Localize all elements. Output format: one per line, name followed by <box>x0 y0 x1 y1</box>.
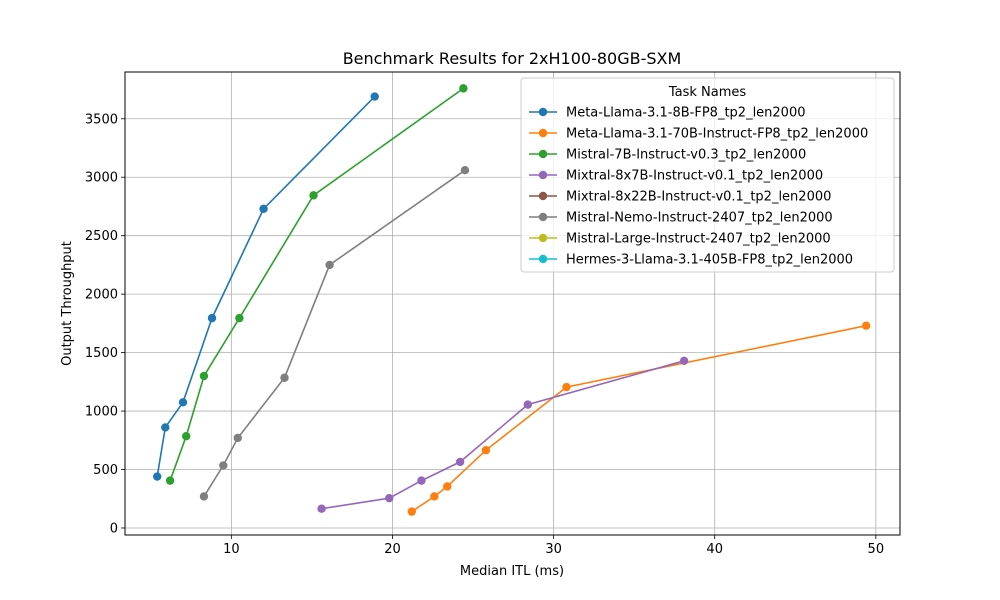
series-5 <box>199 166 470 501</box>
legend-marker-swatch <box>538 149 548 159</box>
data-point <box>259 204 268 213</box>
series-lines <box>153 84 871 516</box>
x-axis-label: Median ITL (ms) <box>460 564 564 579</box>
y-axis-label: Output Throughput <box>60 241 75 366</box>
data-point <box>317 504 326 513</box>
data-point <box>165 476 175 485</box>
legend-label: Hermes-3-Llama-3.1-405B-FP8_tp2_len2000 <box>566 253 853 268</box>
y-tick-label: 2500 <box>85 229 118 244</box>
y-tick-label: 2000 <box>85 288 118 303</box>
series-1 <box>407 321 871 516</box>
data-point <box>233 433 242 443</box>
legend-marker-swatch <box>538 254 548 264</box>
x-tick-label: 30 <box>545 542 562 557</box>
series-3 <box>317 356 689 513</box>
legend-marker-swatch <box>538 212 548 222</box>
data-point <box>280 373 289 382</box>
legend-entry: Hermes-3-Llama-3.1-405B-FP8_tp2_len2000 <box>529 253 853 268</box>
data-point <box>235 313 244 323</box>
series-line <box>169 87 464 481</box>
y-tick-label: 3000 <box>85 171 118 186</box>
legend-label: Mistral-Nemo-Instruct-2407_tp2_len2000 <box>566 211 833 226</box>
y-tick-label: 500 <box>93 463 118 478</box>
y-tick-label: 0 <box>110 521 118 536</box>
series-2 <box>165 84 468 485</box>
x-tick-label: 40 <box>706 542 723 557</box>
legend-label: Meta-Llama-3.1-8B-FP8_tp2_len2000 <box>566 106 806 121</box>
legend-entry: Meta-Llama-3.1-8B-FP8_tp2_len2000 <box>529 106 806 121</box>
data-point <box>407 507 416 516</box>
data-point <box>430 492 439 501</box>
legend-entry: Mixtral-8x7B-Instruct-v0.1_tp2_len2000 <box>529 169 823 184</box>
data-point <box>309 191 318 200</box>
data-point <box>199 371 209 381</box>
legend-label: Mixtral-8x7B-Instruct-v0.1_tp2_len2000 <box>566 169 823 184</box>
series-line <box>321 360 685 510</box>
legend-box <box>520 77 895 273</box>
data-point <box>523 400 533 409</box>
y-tick-label: 3500 <box>85 112 118 127</box>
data-point <box>481 446 491 455</box>
data-point <box>679 356 689 365</box>
legend-label: Meta-Llama-3.1-70B-Instruct-FP8_tp2_len2… <box>566 127 868 142</box>
legend-entry: Mistral-Large-Instruct-2407_tp2_len2000 <box>529 232 831 247</box>
legend-entry: Mixtral-8x22B-Instruct-v0.1_tp2_len2000 <box>529 190 831 205</box>
data-point <box>417 476 426 485</box>
legend-label: Mixtral-8x22B-Instruct-v0.1_tp2_len2000 <box>566 190 831 205</box>
data-point <box>219 461 228 470</box>
legend-title: Task Names <box>668 85 747 100</box>
data-point <box>459 84 468 93</box>
legend-label: Mistral-7B-Instruct-v0.3_tp2_len2000 <box>566 148 806 163</box>
chart-title: Benchmark Results for 2xH100-80GB-SXM <box>343 49 682 68</box>
data-point <box>161 423 170 432</box>
legend-marker-swatch <box>538 128 548 138</box>
data-point <box>207 313 217 323</box>
data-point <box>182 432 191 441</box>
legend-marker-swatch <box>538 191 548 201</box>
legend-marker-swatch <box>538 233 548 243</box>
legend-marker-swatch <box>538 170 548 180</box>
data-point <box>455 457 465 467</box>
data-point <box>370 92 379 101</box>
plot-frame <box>124 71 901 536</box>
series-line <box>156 96 376 477</box>
series-0 <box>153 92 379 481</box>
legend-entry: Mistral-Nemo-Instruct-2407_tp2_len2000 <box>529 211 833 226</box>
legend-marker-swatch <box>538 107 548 117</box>
x-tick-label: 20 <box>384 542 401 557</box>
data-point <box>199 492 209 501</box>
legend-entry: Meta-Llama-3.1-70B-Instruct-FP8_tp2_len2… <box>529 127 868 142</box>
series-line <box>411 324 867 513</box>
legend: Task Names Meta-Llama-3.1-8B-FP8_tp2_len2… <box>520 77 895 273</box>
data-point <box>325 260 334 270</box>
legend-entry: Mistral-7B-Instruct-v0.3_tp2_len2000 <box>529 148 806 163</box>
data-point <box>460 166 470 175</box>
data-point <box>861 321 871 330</box>
data-point <box>385 493 394 503</box>
x-tick-label: 10 <box>223 542 240 557</box>
data-point <box>153 472 162 481</box>
x-tick-label: 50 <box>868 542 885 557</box>
series-line <box>203 169 466 497</box>
data-point <box>443 482 452 491</box>
y-tick-label: 1000 <box>85 405 118 420</box>
legend-label: Mistral-Large-Instruct-2407_tp2_len2000 <box>566 232 831 247</box>
y-tick-label: 1500 <box>85 346 118 361</box>
data-point <box>562 382 571 392</box>
data-point <box>178 398 188 407</box>
